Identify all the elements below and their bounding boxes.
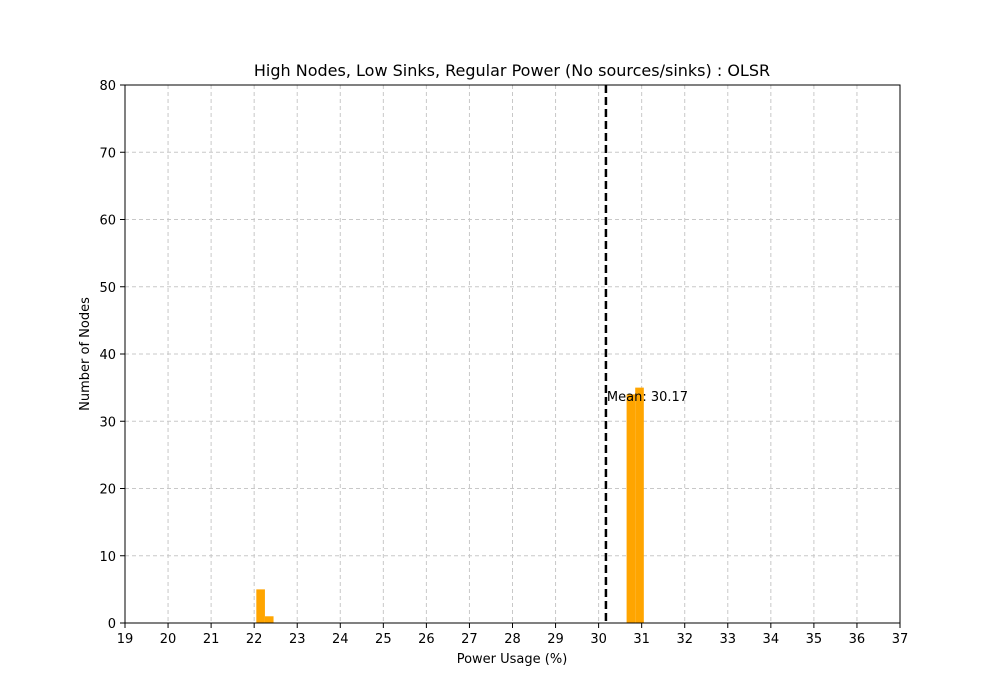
histogram-bar <box>256 589 265 623</box>
y-tick-label: 0 <box>108 617 116 632</box>
x-tick-label: 31 <box>633 632 650 647</box>
y-tick-label: 60 <box>99 214 116 229</box>
mean-label: Mean: 30.17 <box>607 390 688 405</box>
mean-line-group: Mean: 30.17 <box>604 85 688 623</box>
bars <box>256 387 644 623</box>
x-tick-label: 29 <box>547 632 564 647</box>
x-tick-label: 22 <box>246 632 263 647</box>
x-tick-label: 36 <box>849 632 866 647</box>
x-axis-label: Power Usage (%) <box>457 652 568 667</box>
x-tick-label: 30 <box>590 632 607 647</box>
x-tick-label: 35 <box>806 632 823 647</box>
y-tick-label: 10 <box>99 550 116 565</box>
x-axis-ticks: 19 20 21 22 23 24 25 26 27 28 29 30 31 32 33 34 35 36 37 <box>117 623 909 647</box>
y-tick-label: 30 <box>99 415 116 430</box>
grid <box>124 84 901 624</box>
y-tick-label: 70 <box>99 146 116 161</box>
x-tick-label: 32 <box>676 632 693 647</box>
x-tick-label: 19 <box>117 632 134 647</box>
y-axis-label: Number of Nodes <box>78 297 93 411</box>
x-tick-label: 24 <box>332 632 349 647</box>
x-tick-label: 27 <box>461 632 478 647</box>
x-tick-label: 21 <box>203 632 220 647</box>
y-axis-ticks: 0 10 20 30 40 50 60 70 80 <box>99 79 125 632</box>
chart-title: High Nodes, Low Sinks, Regular Power (No… <box>254 61 770 80</box>
x-tick-label: 26 <box>418 632 435 647</box>
x-tick-label: 25 <box>375 632 392 647</box>
y-tick-label: 80 <box>99 79 116 94</box>
x-tick-label: 28 <box>504 632 521 647</box>
x-tick-label: 37 <box>892 632 909 647</box>
histogram-bar <box>635 387 644 623</box>
histogram-bar <box>264 616 274 623</box>
y-tick-label: 40 <box>99 348 116 363</box>
y-tick-label: 20 <box>99 483 116 498</box>
x-tick-label: 23 <box>289 632 306 647</box>
y-tick-label: 50 <box>99 281 116 296</box>
x-tick-label: 34 <box>763 632 780 647</box>
x-tick-label: 20 <box>160 632 177 647</box>
x-tick-label: 33 <box>720 632 737 647</box>
histogram-bar <box>626 394 636 623</box>
